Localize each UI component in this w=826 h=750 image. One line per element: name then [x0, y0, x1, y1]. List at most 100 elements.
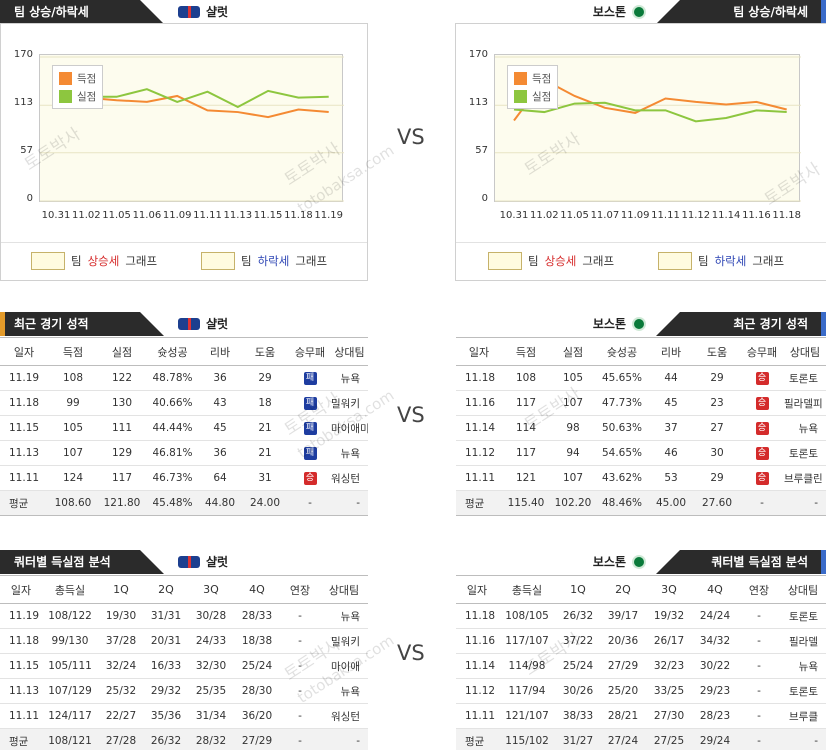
table-cell: 필라델: [780, 628, 826, 654]
table-cell: 20/36: [600, 628, 646, 654]
home-down-graph-legend: 팀 하락세 그래프: [201, 252, 327, 270]
table-cell: 승: [740, 415, 784, 441]
x-tick-label: 11.09: [162, 210, 192, 221]
table-cell: 18: [241, 390, 289, 416]
table-row: 11.19 108 122 48.78% 36 29 패 뉴욕: [0, 365, 368, 391]
table-cell: 129: [98, 440, 146, 466]
table-cell: 107/129: [42, 678, 98, 704]
x-tick-label: 11.06: [132, 210, 162, 221]
column-header: 1Q: [556, 575, 600, 604]
table-cell: 뉴욕: [780, 653, 826, 679]
column-header: 도움: [241, 337, 289, 366]
table-cell: 11.18: [456, 603, 498, 629]
table-cell: 31: [241, 465, 289, 491]
table-cell: 105: [550, 365, 596, 391]
table-cell: 뉴욕: [784, 415, 826, 441]
table-cell: 31/31: [144, 603, 188, 629]
table-cell: 102.20: [550, 490, 596, 516]
table-cell: 108/121: [42, 728, 98, 750]
table-cell: -: [780, 728, 826, 750]
table-cell: 30/26: [556, 678, 600, 704]
column-header: 상대팀: [331, 337, 368, 366]
table-cell: 35/36: [144, 703, 188, 729]
table-cell: 뉴욕: [331, 365, 368, 391]
x-tick-label: 11.13: [223, 210, 253, 221]
column-header: 일자: [0, 337, 48, 366]
away-quarter-table: 일자 총득실 1Q 2Q 3Q 4Q 연장 상대팀 11.18 108/105 26/32 39/17…: [456, 575, 826, 750]
celtics-logo-icon: [632, 555, 646, 569]
x-tick-label: 11.18: [772, 210, 801, 221]
table-row: 11.15 105 111 44.44% 45 21 패 마이애미: [0, 415, 368, 441]
x-tick-label: 10.31: [41, 210, 71, 221]
table-cell: 29: [694, 365, 740, 391]
header-accent: [821, 312, 826, 336]
table-row: 11.14 114/98 25/24 27/29 32/23 30/22- 뉴욕: [456, 653, 826, 679]
table-row: 11.18 99 130 40.66% 43 18 패 밀워키: [0, 390, 368, 416]
loss-badge: 패: [303, 397, 317, 410]
table-cell: 29/32: [144, 678, 188, 704]
column-header: 총득실: [498, 575, 556, 604]
win-badge: 승: [755, 372, 769, 385]
table-cell: -: [784, 490, 826, 516]
table-row: 11.12 117/94 30/26 25/20 33/25 29/23- 토론토: [456, 678, 826, 704]
table-cell: 30: [694, 440, 740, 466]
table-cell: 29/23: [692, 678, 738, 704]
table-cell: 45: [199, 415, 241, 441]
column-header: 슛성공: [596, 337, 648, 366]
x-tick-label: 11.14: [711, 210, 741, 221]
table-cell: 25/35: [188, 678, 234, 704]
table-cell: -: [280, 603, 320, 629]
x-tick-label: 11.07: [590, 210, 620, 221]
table-cell: 11.15: [0, 653, 42, 679]
allowed-swatch: [514, 89, 527, 103]
table-cell: 마이애: [320, 653, 368, 679]
table-row: 11.18 108/105 26/32 39/17 19/32 24/24- 토론토: [456, 603, 826, 629]
quarter-header-away: 쿼터별 득실점 분석: [656, 550, 826, 574]
team-name: 보스톤: [592, 5, 626, 19]
table-cell: 43: [199, 390, 241, 416]
table-cell: 33/25: [646, 678, 692, 704]
table-row: 11.19 108/122 19/30 31/31 30/28 28/33- 뉴욕: [0, 603, 368, 629]
x-tick-label: 10.31: [499, 210, 529, 221]
table-cell: 21: [241, 440, 289, 466]
table-cell: 53: [648, 465, 694, 491]
table-cell: 20/31: [144, 628, 188, 654]
team-away-label: 보스톤: [593, 0, 646, 24]
table-cell: 121.80: [98, 490, 146, 516]
allowed-series-line: [513, 101, 787, 123]
table-cell: 평균: [0, 490, 48, 516]
away-trend-panel: 득점 실점 170 113 57 0 10.31 11.02 11.05 11.07 11.0…: [455, 23, 826, 281]
table-cell: 24.00: [241, 490, 289, 516]
header-accent: [821, 550, 826, 574]
table-header-row: 일자 총득실 1Q 2Q 3Q 4Q 연장 상대팀: [456, 575, 826, 604]
table-cell: 115.40: [502, 490, 550, 516]
table-row: 11.11 124 117 46.73% 64 31 승 워싱턴: [0, 465, 368, 491]
x-tick-label: 11.02: [529, 210, 559, 221]
home-chart-legend: 득점 실점: [52, 65, 104, 109]
table-row: 11.16 117/107 37/22 20/36 26/17 34/32- 필라델: [456, 628, 826, 654]
table-cell: 패: [289, 365, 331, 391]
table-cell: 46.73%: [146, 465, 199, 491]
graph-word: 그래프: [125, 254, 158, 268]
column-header: 4Q: [234, 575, 280, 604]
trend-header-away: 팀 상승/하락세: [656, 0, 826, 24]
table-cell: 패: [289, 415, 331, 441]
table-cell: 뉴욕: [331, 440, 368, 466]
table-cell: 32/30: [188, 653, 234, 679]
table-cell: 11.13: [0, 440, 48, 466]
x-tick-label: 11.05: [102, 210, 131, 221]
table-header-row: 일자 득점 실점 슛성공 리바 도움 승무패 상대팀: [0, 337, 368, 366]
table-cell: 64: [199, 465, 241, 491]
up-word: 상승세: [544, 254, 577, 268]
table-cell: 50.63%: [596, 415, 648, 441]
down-word: 하락세: [714, 254, 747, 268]
table-cell: 25/20: [600, 678, 646, 704]
hornets-logo-icon: [178, 556, 200, 568]
table-cell: 108.60: [48, 490, 98, 516]
table-cell: 승: [289, 465, 331, 491]
column-header: 일자: [456, 337, 502, 366]
table-cell: 27/24: [600, 728, 646, 750]
table-cell: 107: [550, 390, 596, 416]
table-average-row: 평균 115/102 31/27 27/24 27/25 29/24- -: [456, 728, 826, 750]
table-cell: 29: [694, 465, 740, 491]
